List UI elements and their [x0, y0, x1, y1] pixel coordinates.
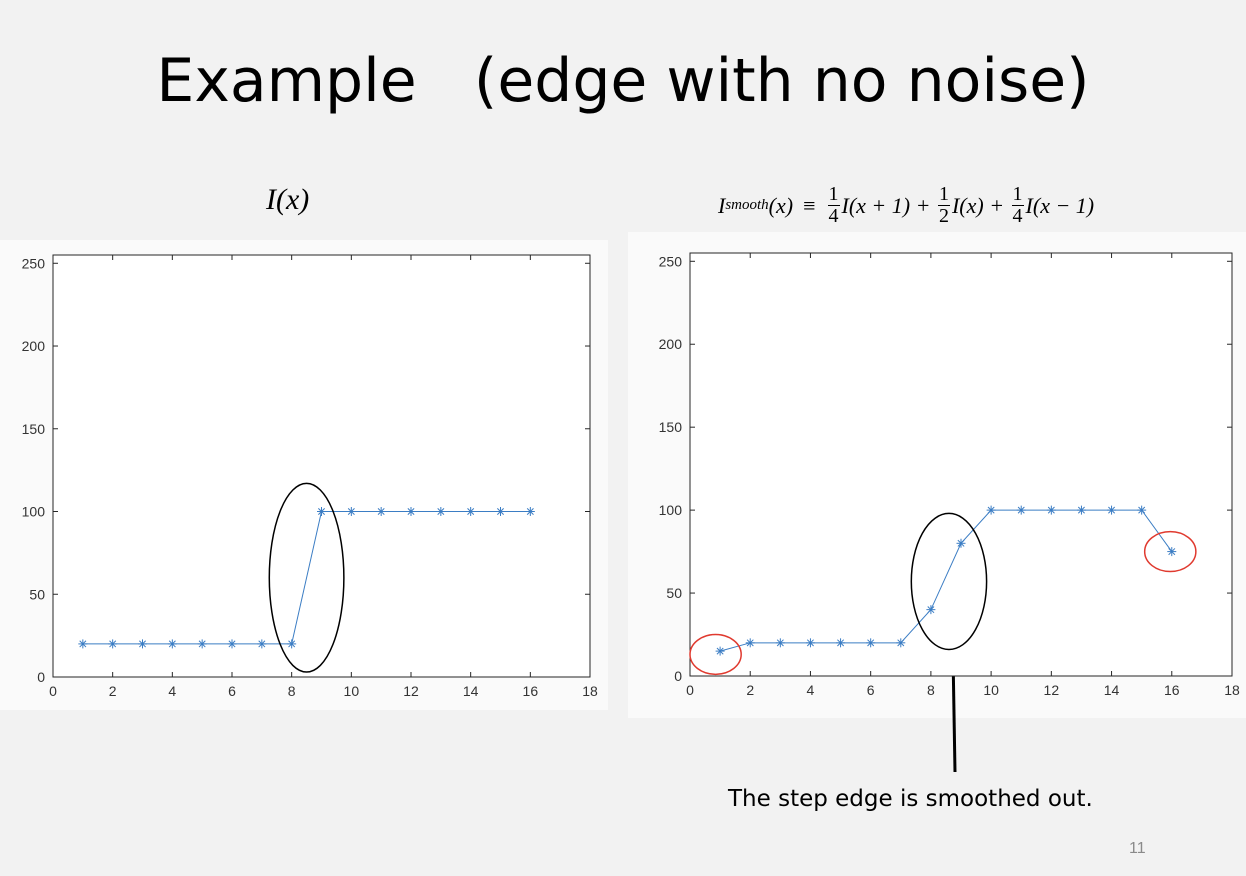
- right-data-point: [896, 638, 906, 648]
- left-plot-area: [52, 254, 591, 678]
- right-x-tick-label: 4: [807, 682, 815, 698]
- right-data-point: [1046, 505, 1056, 515]
- left-x-tick-label: 4: [168, 683, 176, 699]
- right-data-point: [956, 538, 966, 548]
- right-data-point: [1107, 505, 1117, 515]
- left-data-point: [78, 639, 88, 649]
- left-y-tick-label: 250: [22, 255, 46, 271]
- left-x-tick-label: 10: [344, 683, 360, 699]
- left-highlight-black-ellipse: [268, 482, 345, 673]
- right-data-point: [1137, 505, 1147, 515]
- left-data-point: [167, 639, 177, 649]
- right-x-tick-label: 6: [867, 682, 875, 698]
- right-x-tick-label: 18: [1224, 682, 1240, 698]
- left-y-tick-label: 200: [22, 338, 46, 354]
- formula-term-c: I(x − 1): [1025, 192, 1095, 218]
- formula-term-a: I(x + 1) +: [841, 192, 931, 218]
- formula-lhs-argument: (x): [768, 192, 794, 218]
- slide-title: Example (edge with no noise): [156, 46, 1090, 116]
- left-x-tick-label: 8: [288, 683, 296, 699]
- right-y-tick-label: 0: [674, 668, 682, 684]
- caption-symbol: I: [266, 183, 276, 216]
- fraction-denominator: 4: [1012, 205, 1023, 227]
- right-data-point: [1076, 505, 1086, 515]
- right-x-tick-label: 14: [1104, 682, 1120, 698]
- page-number: 11: [1129, 840, 1146, 857]
- right-data-point: [866, 638, 876, 648]
- left-y-tick-label: 150: [22, 421, 46, 437]
- left-y-tick-label: 100: [22, 504, 46, 520]
- formula-equiv-sign: ≡: [803, 192, 816, 218]
- annotation-text: The step edge is smoothed out.: [728, 786, 1093, 812]
- fraction-denominator: 4: [828, 205, 839, 227]
- right-data-point: [805, 638, 815, 648]
- right-data-point: [926, 605, 936, 615]
- right-y-tick-label: 250: [659, 253, 683, 269]
- right-x-tick-label: 2: [746, 682, 754, 698]
- right-y-tick-label: 150: [659, 419, 683, 435]
- formula-term-b: I(x) +: [951, 192, 1005, 218]
- left-series-line: [82, 511, 531, 645]
- formula-lhs-subscript: smooth: [725, 197, 769, 213]
- left-x-tick-label: 16: [523, 683, 539, 699]
- left-data-point: [436, 507, 446, 517]
- left-data-point: [406, 507, 416, 517]
- left-data-point: [317, 507, 326, 517]
- right-x-tick-label: 16: [1164, 682, 1180, 698]
- left-x-tick-label: 0: [49, 683, 57, 699]
- caption-argument: (x): [276, 183, 310, 216]
- fraction-numerator: 1: [827, 183, 840, 206]
- left-data-point: [496, 507, 505, 517]
- right-y-tick-label: 100: [659, 502, 683, 518]
- right-y-tick-label: 50: [666, 585, 682, 601]
- formula-lhs-symbol: I: [718, 192, 726, 218]
- right-x-tick-label: 8: [927, 682, 935, 698]
- left-data-point: [227, 639, 237, 649]
- left-data-point: [257, 639, 267, 649]
- left-x-tick-label: 2: [109, 683, 117, 699]
- right-plot-area: [689, 252, 1233, 677]
- right-series-line: [719, 509, 1173, 652]
- right-y-tick-label: 200: [659, 336, 683, 352]
- left-y-tick-label: 50: [29, 586, 45, 602]
- left-chart-caption: I(x): [266, 183, 309, 217]
- right-highlight-red-circle: [1143, 530, 1197, 573]
- left-x-tick-label: 6: [228, 683, 236, 699]
- right-data-point: [715, 646, 725, 656]
- right-x-tick-label: 10: [983, 682, 999, 698]
- right-data-point: [1016, 505, 1026, 515]
- left-data-point: [466, 507, 476, 517]
- left-data-point: [108, 639, 118, 649]
- left-data-point: [376, 507, 386, 517]
- left-x-tick-label: 18: [582, 683, 598, 699]
- right-data-point: [745, 638, 755, 648]
- left-data-point: [346, 507, 356, 517]
- right-x-tick-label: 12: [1044, 682, 1060, 698]
- right-highlight-red-circle: [689, 633, 742, 676]
- fraction-denominator: 2: [938, 205, 949, 227]
- right-data-point: [836, 638, 846, 648]
- right-data-point: [986, 505, 996, 515]
- left-x-tick-label: 12: [403, 683, 419, 699]
- right-data-point: [775, 638, 785, 648]
- left-data-point: [197, 639, 207, 649]
- left-y-tick-label: 0: [37, 669, 45, 685]
- left-data-point: [525, 507, 535, 517]
- fraction-numerator: 1: [1011, 183, 1024, 206]
- right-highlight-black-ellipse: [910, 512, 988, 651]
- left-data-point: [138, 639, 147, 649]
- left-x-tick-label: 14: [463, 683, 479, 699]
- left-data-point: [287, 639, 297, 649]
- fraction-numerator: 1: [937, 183, 950, 206]
- right-data-point: [1167, 547, 1177, 557]
- right-x-tick-label: 0: [686, 682, 694, 698]
